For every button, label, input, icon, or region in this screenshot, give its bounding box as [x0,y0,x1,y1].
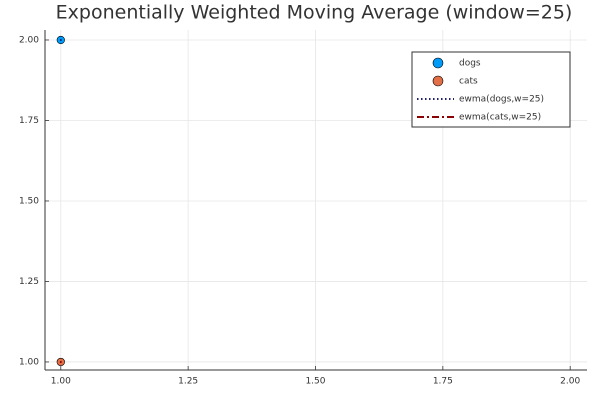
legend-label: dogs [459,59,481,69]
legend-label: ewma(dogs,w=25) [459,95,544,105]
y-tick-label: 1.00 [19,357,39,367]
x-tick-label: 1.25 [178,377,198,387]
y-tick-label: 1.25 [19,277,39,287]
y-tick-label: 2.00 [19,35,39,45]
legend-marker [432,75,444,87]
legend-label: cats [459,77,478,87]
y-tick-label: 1.50 [19,196,39,206]
chart-title: Exponentially Weighted Moving Average (w… [56,2,573,24]
y-tick-label: 1.75 [19,116,39,126]
x-tick-label: 2.00 [560,377,580,387]
x-tick-label: 1.75 [433,377,453,387]
x-tick-label: 1.50 [305,377,325,387]
x-tick-label: 1.00 [51,377,71,387]
legend-marker [432,57,444,69]
legend-label: ewma(cats,w=25) [459,113,541,123]
